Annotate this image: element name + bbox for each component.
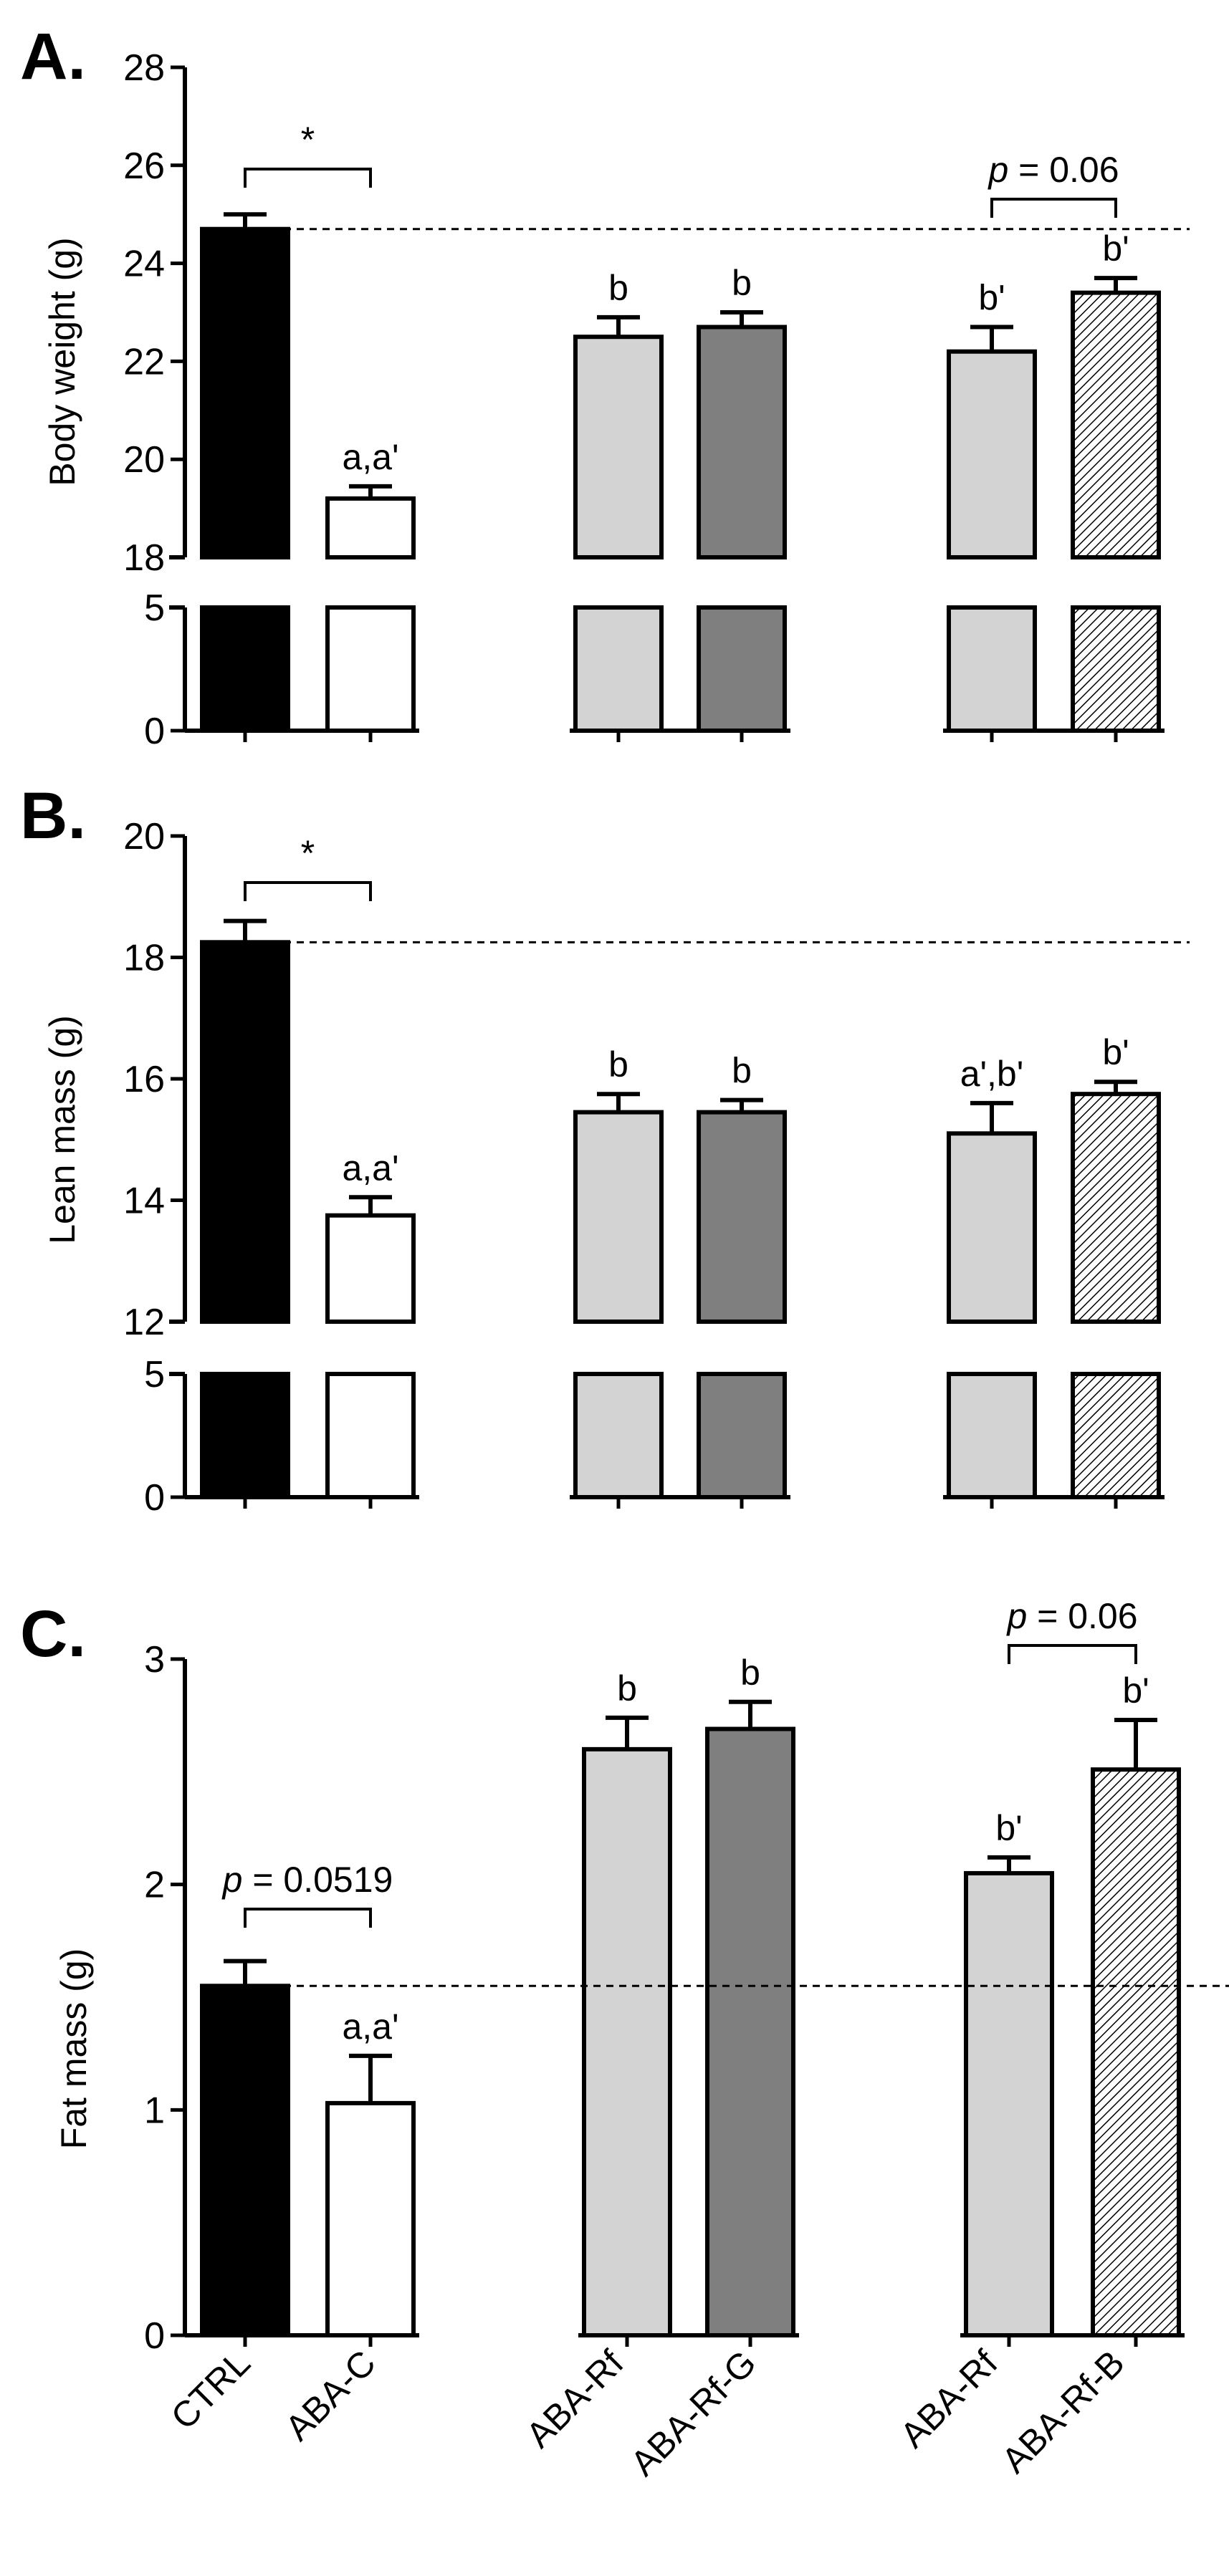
panel-b-y-tick-label: 18 — [123, 938, 165, 979]
panel-a-bar-upper — [200, 226, 290, 559]
category-label-aba-rf-2: ABA-Rf — [892, 2342, 1005, 2456]
category-label-aba-rf-1: ABA-Rf — [518, 2342, 631, 2456]
panel-b-bar-lower — [947, 1372, 1037, 1499]
panel-c-bracket-text: = 0.06 — [1027, 1596, 1137, 1636]
panel-a-bar-lower — [573, 605, 664, 733]
panel-a-p-symbol: p — [987, 150, 1008, 190]
panel-a-y-tick-label: 24 — [123, 244, 165, 285]
panel-a-significance-bracket — [244, 168, 372, 188]
panel-c-bar — [582, 1746, 672, 2338]
panel-a-bracket-text: = 0.06 — [1008, 150, 1119, 190]
panel-c-bracket-text: = 0.0519 — [242, 1860, 393, 1900]
panel-c-significance-bracket — [244, 1908, 372, 1928]
panel-c-ylabel: Fat mass (g) — [54, 1948, 94, 2150]
panel-a-bar-lower — [697, 605, 787, 733]
panel-b-significance-label: b' — [1102, 1032, 1129, 1072]
panel-b-bar-upper — [1071, 1092, 1161, 1324]
panel-a-significance-bracket — [990, 198, 1117, 218]
panel-b-bracket-label: * — [301, 833, 315, 873]
panel-a-bar-upper — [573, 335, 664, 559]
panel-a-y-tick-label: 0 — [144, 711, 165, 752]
panel-c-bracket-label: p = 0.0519 — [221, 1860, 393, 1900]
panel-a-bar-lower — [200, 605, 290, 733]
panel-c-bar — [1091, 1767, 1181, 2338]
panel-a-significance-label: b' — [978, 278, 1005, 318]
panel-a-significance-label: b — [732, 263, 752, 303]
category-labels: CTRL ABA-C ABA-Rf ABA-Rf-G ABA-Rf ABA-Rf… — [163, 2342, 1132, 2484]
panel-a-bar-lower — [947, 605, 1037, 733]
panel-c-significance-bracket — [1008, 1644, 1137, 1664]
panel-b-bar-upper — [200, 940, 290, 1324]
panel-a-bar-upper — [697, 325, 787, 559]
panel-a-y-tick-label: 20 — [123, 439, 165, 481]
panel-b-y-tick-label: 16 — [123, 1059, 165, 1100]
panel-c-significance-label: b — [617, 1668, 637, 1708]
panel-c-significance-label: b — [740, 1653, 760, 1693]
panel-c-p-symbol: p — [221, 1860, 243, 1900]
panel-a-bar-upper — [1071, 290, 1161, 559]
panel-b-significance-label: a,a' — [342, 1148, 398, 1188]
panel-c-bar — [200, 1984, 290, 2337]
panel-a-bar-lower — [325, 605, 416, 733]
panel-a-bar-lower — [1071, 605, 1161, 733]
panel-b-y-tick-label: 12 — [123, 1302, 165, 1343]
panel-b-significance-label: b — [608, 1044, 628, 1085]
panel-a-significance-label: a,a' — [342, 437, 398, 477]
panel-a-letter: A. — [20, 20, 86, 93]
panel-b-bracket-text: * — [301, 833, 315, 873]
panel-c-y-tick-label: 3 — [144, 1639, 165, 1681]
panel-a-y-tick-label: 5 — [144, 587, 165, 629]
panel-a-bracket-label: * — [301, 120, 315, 160]
panel-b-ylabel: Lean mass (g) — [42, 1015, 82, 1244]
panel-c-y-tick-label: 1 — [144, 2090, 165, 2131]
panel-a-bar-upper — [947, 349, 1037, 559]
panel-b-bar-upper — [573, 1110, 664, 1325]
panel-c-y-tick-label: 0 — [144, 2315, 165, 2357]
panel-a-bar-upper — [325, 496, 416, 559]
panel-c-bar — [325, 2100, 416, 2337]
panel-b-bar-lower — [573, 1372, 664, 1499]
panel-a-significance-label: b' — [1102, 229, 1129, 269]
panel-b-significance-label: a',b' — [960, 1054, 1024, 1094]
panel-a-ylabel: Body weight (g) — [42, 237, 82, 486]
panel-b-y-tick-label: 5 — [144, 1354, 165, 1395]
panel-a-y-tick-label: 28 — [123, 47, 165, 89]
panel-c-bar — [964, 1870, 1054, 2337]
category-label-aba-rf-g: ABA-Rf-G — [623, 2342, 764, 2484]
panel-b-chart: 12 14 16 18 20 0 5 a,a' b b a',b' b' * — [123, 816, 1190, 1519]
panel-a-y-tick-label: 22 — [123, 341, 165, 383]
panel-a-significance-label: b — [608, 268, 628, 308]
category-label-aba-c: ABA-C — [277, 2342, 383, 2448]
panel-a-y-tick-label: 18 — [123, 537, 165, 579]
panel-c-significance-label: b' — [995, 1808, 1022, 1848]
panel-b-significance-label: b — [732, 1051, 752, 1091]
panel-a-y-tick-label: 26 — [123, 145, 165, 187]
panel-c-y-tick-label: 2 — [144, 1865, 165, 1906]
panel-b-letter: B. — [20, 779, 86, 852]
panel-c-bracket-label: p = 0.06 — [1005, 1596, 1137, 1636]
panel-b-y-tick-label: 0 — [144, 1477, 165, 1519]
panel-c-significance-label: a,a' — [342, 2007, 398, 2047]
panel-a-bracket-text: * — [301, 120, 315, 160]
panel-a-chart: 18 20 22 24 26 28 0 5 a,a' b b b' b' * p = 0.06 — [123, 47, 1190, 752]
panel-c-p-symbol: p — [1005, 1596, 1027, 1636]
panel-b-bar-lower — [325, 1372, 416, 1499]
panel-b-bar-upper — [697, 1110, 787, 1325]
panel-c-significance-label: b' — [1122, 1671, 1149, 1711]
panel-b-bar-lower — [200, 1372, 290, 1499]
panel-b-y-tick-label: 20 — [123, 816, 165, 857]
category-label-aba-rf-b: ABA-Rf-B — [994, 2342, 1132, 2481]
panel-b-significance-bracket — [244, 881, 372, 901]
panel-b-bar-upper — [947, 1131, 1037, 1325]
category-label-ctrl: CTRL — [163, 2342, 258, 2437]
panel-c-bar — [705, 1726, 795, 2337]
panel-c-letter: C. — [20, 1597, 86, 1671]
panel-a-bracket-label: p = 0.06 — [987, 150, 1119, 190]
panel-b-bar-lower — [1071, 1372, 1161, 1499]
panel-b-bar-upper — [325, 1213, 416, 1324]
panel-b-bar-lower — [697, 1372, 787, 1499]
panel-b-y-tick-label: 14 — [123, 1181, 165, 1222]
